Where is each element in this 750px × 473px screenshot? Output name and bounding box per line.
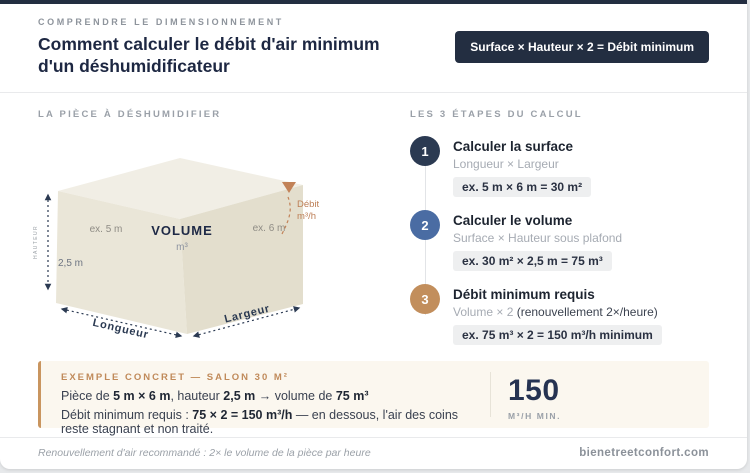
example-line1-seg4: → volume de: [255, 389, 336, 403]
result-stat: 150 M³/H MIN.: [491, 372, 709, 421]
page-title-line1: Comment calculer le débit d'air minimum: [38, 34, 380, 54]
room-diagram-panel: LA PIÈCE À DÉSHUMIDIFIER VOLUME m³ ex. 5…: [0, 93, 392, 357]
airflow-label: Débit: [297, 199, 320, 210]
header-divider: [0, 92, 747, 93]
step-3-title: Débit minimum requis: [453, 287, 595, 302]
example-label: EXEMPLE CONCRET — SALON 30 M²: [61, 372, 289, 383]
example-vertical-divider: [490, 372, 491, 417]
step-2-subtitle-text: Surface × Hauteur sous plafond: [453, 231, 623, 245]
footer: Renouvellement d'air recommandé : 2× le …: [0, 437, 747, 469]
step-1-content: Calculer la surface Longueur × Largeur e…: [453, 136, 592, 197]
box-left-face: [56, 191, 187, 334]
step-3-number-badge: 3: [410, 284, 440, 314]
length-example-label: ex. 5 m: [90, 224, 123, 235]
page-title-line2: d'un déshumidificateur: [38, 56, 230, 76]
example-line2-seg2: — en dessous, l'air des coins reste stag…: [61, 408, 459, 436]
step-1: 1 Calculer la surface Longueur × Largeur…: [410, 136, 717, 197]
example-line-2: Débit minimum requis : 75 × 2 = 150 m³/h…: [61, 408, 474, 436]
main-content: LA PIÈCE À DÉSHUMIDIFIER VOLUME m³ ex. 5…: [0, 93, 747, 357]
footer-note: Renouvellement d'air recommandé : 2× le …: [38, 447, 371, 459]
step-1-title: Calculer la surface: [453, 139, 574, 154]
example-line1-seg1: 5 m × 6 m: [113, 389, 171, 403]
example-text-block: EXEMPLE CONCRET — SALON 30 M² Pièce de 5…: [61, 372, 490, 436]
step-2-number-badge: 2: [410, 210, 440, 240]
step-1-number-badge: 1: [410, 136, 440, 166]
step-2-subtitle: Surface × Hauteur sous plafond: [453, 231, 622, 245]
page-title: Comment calculer le débit d'air minimum …: [38, 33, 380, 77]
volume-unit-label: m³: [176, 242, 188, 253]
example-line1-seg3: 2,5 m: [223, 389, 256, 403]
length-dimension-line: [60, 306, 183, 339]
steps-list: 1 Calculer la surface Longueur × Largeur…: [410, 136, 717, 345]
eyebrow-label: COMPRENDRE LE DIMENSIONNEMENT: [38, 17, 284, 27]
box-top-face: [58, 158, 303, 219]
step-3-subtitle-note: (renouvellement 2×/heure): [516, 305, 658, 319]
step-1-subtitle: Longueur × Largeur: [453, 157, 591, 171]
result-unit: M³/H MIN.: [508, 411, 562, 421]
example-line1-seg0: Pièce de: [61, 389, 114, 403]
steps-section-label: LES 3 ÉTAPES DU CALCUL: [410, 109, 583, 120]
box-right-face: [180, 185, 303, 334]
example-line2-seg0: Débit minimum requis :: [61, 408, 193, 422]
top-accent-strip: [0, 0, 747, 4]
step-3-subtitle-text: Volume × 2: [453, 305, 517, 319]
step-3-example-chip: ex. 75 m³ × 2 = 150 m³/h minimum: [453, 325, 662, 345]
result-value: 150: [508, 374, 560, 407]
example-line1-seg2: , hauteur: [170, 389, 224, 403]
step-1-example-chip: ex. 5 m × 6 m = 30 m²: [453, 177, 592, 197]
footer-site: bienetreetconfort.com: [579, 447, 709, 459]
height-value-label: 2,5 m: [58, 258, 83, 269]
header: COMPRENDRE LE DIMENSIONNEMENT Comment ca…: [0, 4, 747, 92]
step-2-title: Calculer le volume: [453, 213, 573, 228]
concrete-example-box: EXEMPLE CONCRET — SALON 30 M² Pièce de 5…: [38, 361, 709, 436]
isometric-room-diagram: VOLUME m³ ex. 5 m ex. 6 m HAUTEUR 2,5 m …: [33, 158, 320, 341]
step-2-content: Calculer le volume Surface × Hauteur sou…: [453, 210, 622, 271]
volume-label: VOLUME: [151, 223, 213, 238]
step-3: 3 Débit minimum requis Volume × 2 (renou…: [410, 284, 717, 345]
step-3-content: Débit minimum requis Volume × 2 (renouve…: [453, 284, 662, 345]
width-dimension-line: [192, 306, 301, 338]
step-1-subtitle-text: Longueur × Largeur: [453, 157, 559, 171]
formula-badge: Surface × Hauteur × 2 = Débit minimum: [455, 31, 709, 63]
airflow-dashed-curve: [281, 196, 291, 235]
example-line2-seg1: 75 × 2 = 150 m³/h: [192, 408, 293, 422]
step-2: 2 Calculer le volume Surface × Hauteur s…: [410, 210, 717, 271]
diagram-section-label: LA PIÈCE À DÉSHUMIDIFIER: [38, 109, 222, 120]
airflow-arrow-icon: [282, 182, 296, 193]
step-3-subtitle: Volume × 2 (renouvellement 2×/heure): [453, 305, 662, 319]
example-line1-seg5: 75 m³: [335, 389, 369, 403]
step-2-example-chip: ex. 30 m² × 2,5 m = 75 m³: [453, 251, 612, 271]
width-example-label: ex. 6 m: [253, 223, 286, 234]
example-line-1: Pièce de 5 m × 6 m, hauteur 2,5 m → volu…: [61, 389, 474, 403]
calculation-steps-panel: LES 3 ÉTAPES DU CALCUL 1 Calculer la sur…: [392, 93, 747, 357]
airflow-unit-label: m³/h: [297, 211, 316, 222]
height-axis-label: HAUTEUR: [33, 225, 39, 259]
header-text: COMPRENDRE LE DIMENSIONNEMENT Comment ca…: [38, 17, 380, 77]
